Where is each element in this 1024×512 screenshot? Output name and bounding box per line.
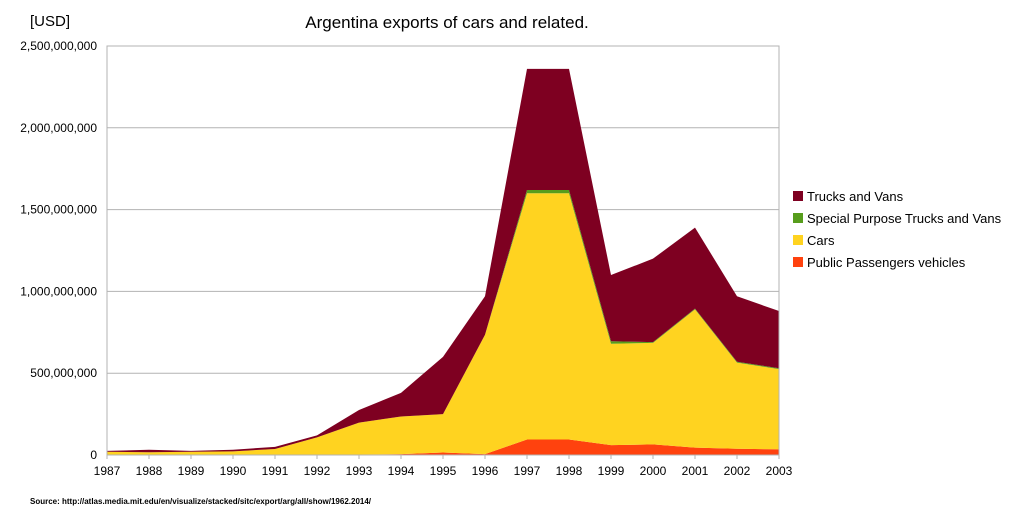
x-tick-label: 1995: [430, 464, 457, 478]
x-tick-label: 1994: [388, 464, 415, 478]
source-note: Source: http://atlas.media.mit.edu/en/vi…: [30, 497, 372, 506]
legend: Trucks and Vans Special Purpose Trucks an…: [793, 189, 1002, 270]
x-tick-label: 2003: [766, 464, 793, 478]
y-unit-label: [USD]: [30, 13, 70, 30]
legend-swatch: [793, 235, 803, 245]
x-tick-label: 2000: [640, 464, 667, 478]
x-axis-tick-labels: 1987 1988 1989 1990 1991 1992 1993 1994 1995 1996…: [94, 455, 793, 478]
x-tick-label: 1989: [178, 464, 205, 478]
y-tick-label: 2,000,000,000: [20, 121, 97, 135]
legend-label: Cars: [807, 233, 835, 248]
x-tick-label: 2002: [724, 464, 751, 478]
x-tick-label: 1999: [598, 464, 625, 478]
legend-swatch: [793, 191, 803, 201]
x-tick-label: 1987: [94, 464, 121, 478]
y-tick-label: 1,000,000,000: [20, 284, 97, 298]
y-tick-label: 500,000,000: [30, 366, 97, 380]
legend-label: Public Passengers vehicles: [807, 255, 966, 270]
series-areas: [107, 68, 779, 455]
x-tick-label: 1997: [514, 464, 541, 478]
y-tick-label: 0: [90, 448, 97, 462]
x-tick-label: 1990: [220, 464, 247, 478]
x-tick-label: 1996: [472, 464, 499, 478]
x-tick-label: 1998: [556, 464, 583, 478]
y-tick-label: 1,500,000,000: [20, 203, 97, 217]
x-tick-label: 2001: [682, 464, 709, 478]
area-trucks-and-vans: [107, 68, 779, 453]
legend-label: Special Purpose Trucks and Vans: [807, 211, 1002, 226]
chart-title: Argentina exports of cars and related.: [305, 13, 589, 32]
x-tick-label: 1993: [346, 464, 373, 478]
legend-swatch: [793, 213, 803, 223]
x-tick-label: 1992: [304, 464, 331, 478]
x-tick-label: 1988: [136, 464, 163, 478]
y-axis-tick-labels: 0 500,000,000 1,000,000,000 1,500,000,000 2,…: [20, 39, 97, 462]
area-cars: [107, 193, 779, 455]
y-tick-label: 2,500,000,000: [20, 39, 97, 53]
area-public-passengers-vehicles: [107, 439, 779, 455]
legend-label: Trucks and Vans: [807, 189, 904, 204]
x-tick-label: 1991: [262, 464, 289, 478]
legend-swatch: [793, 257, 803, 267]
